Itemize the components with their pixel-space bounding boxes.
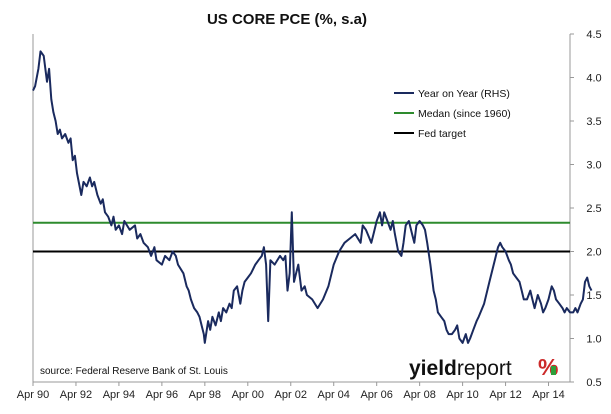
x-tick-label: Apr 06 xyxy=(360,389,392,401)
reference-lines xyxy=(33,221,570,253)
x-tick-label: Apr 02 xyxy=(275,389,307,401)
y-tick-label: 3.0 xyxy=(586,160,601,172)
y-tick-label: 1.0 xyxy=(586,334,601,346)
x-axis-ticks: Apr 90 Apr 92 Apr 94 Apr 96 Apr 98 Apr 00 Apr … xyxy=(17,382,565,401)
legend-label-fed-target: Fed target xyxy=(418,128,466,140)
brand-logo-text: yieldreport xyxy=(409,357,512,380)
series-line-year-on-year xyxy=(32,50,593,344)
x-tick-label: Apr 90 xyxy=(17,389,49,401)
series-layer xyxy=(32,50,593,344)
chart-title: US CORE PCE (%, s.a) xyxy=(207,11,367,28)
y-tick-label: 3.5 xyxy=(586,116,601,128)
y-tick-label: 4.5 xyxy=(586,29,601,41)
x-tick-label: Apr 92 xyxy=(60,389,92,401)
brand-report: report xyxy=(457,357,512,380)
y-tick-label: 2.0 xyxy=(586,247,601,259)
x-tick-label: Apr 94 xyxy=(103,389,135,401)
brand-yield: yield xyxy=(409,357,457,380)
x-tick-label: Apr 14 xyxy=(532,389,564,401)
source-note: source: Federal Reserve Bank of St. Loui… xyxy=(40,366,228,377)
legend-label-yoy: Year on Year (RHS) xyxy=(418,88,510,100)
x-tick-label: Apr 12 xyxy=(489,389,521,401)
x-tick-label: Apr 10 xyxy=(446,389,478,401)
brand-percent-green-dot xyxy=(551,366,556,375)
y-tick-label: 2.5 xyxy=(586,203,601,215)
legend: Year on Year (RHS) Medan (since 1960) Fe… xyxy=(394,88,511,140)
y-tick-label: 4.0 xyxy=(586,73,601,85)
brand-logo: yieldreport % xyxy=(409,354,558,380)
y-tick-label: 0.5 xyxy=(586,377,601,389)
x-tick-label: Apr 96 xyxy=(146,389,178,401)
x-tick-label: Apr 98 xyxy=(189,389,221,401)
x-tick-label: Apr 04 xyxy=(318,389,350,401)
plot-frame xyxy=(32,34,571,383)
x-tick-label: Apr 00 xyxy=(232,389,264,401)
y-tick-label: 1.5 xyxy=(586,290,601,302)
y-axis-ticks: 4.5 4.0 3.5 3.0 2.5 2.0 1.5 1.0 0.5 xyxy=(570,29,602,389)
x-tick-label: Apr 08 xyxy=(403,389,435,401)
legend-label-median: Medan (since 1960) xyxy=(418,108,511,120)
